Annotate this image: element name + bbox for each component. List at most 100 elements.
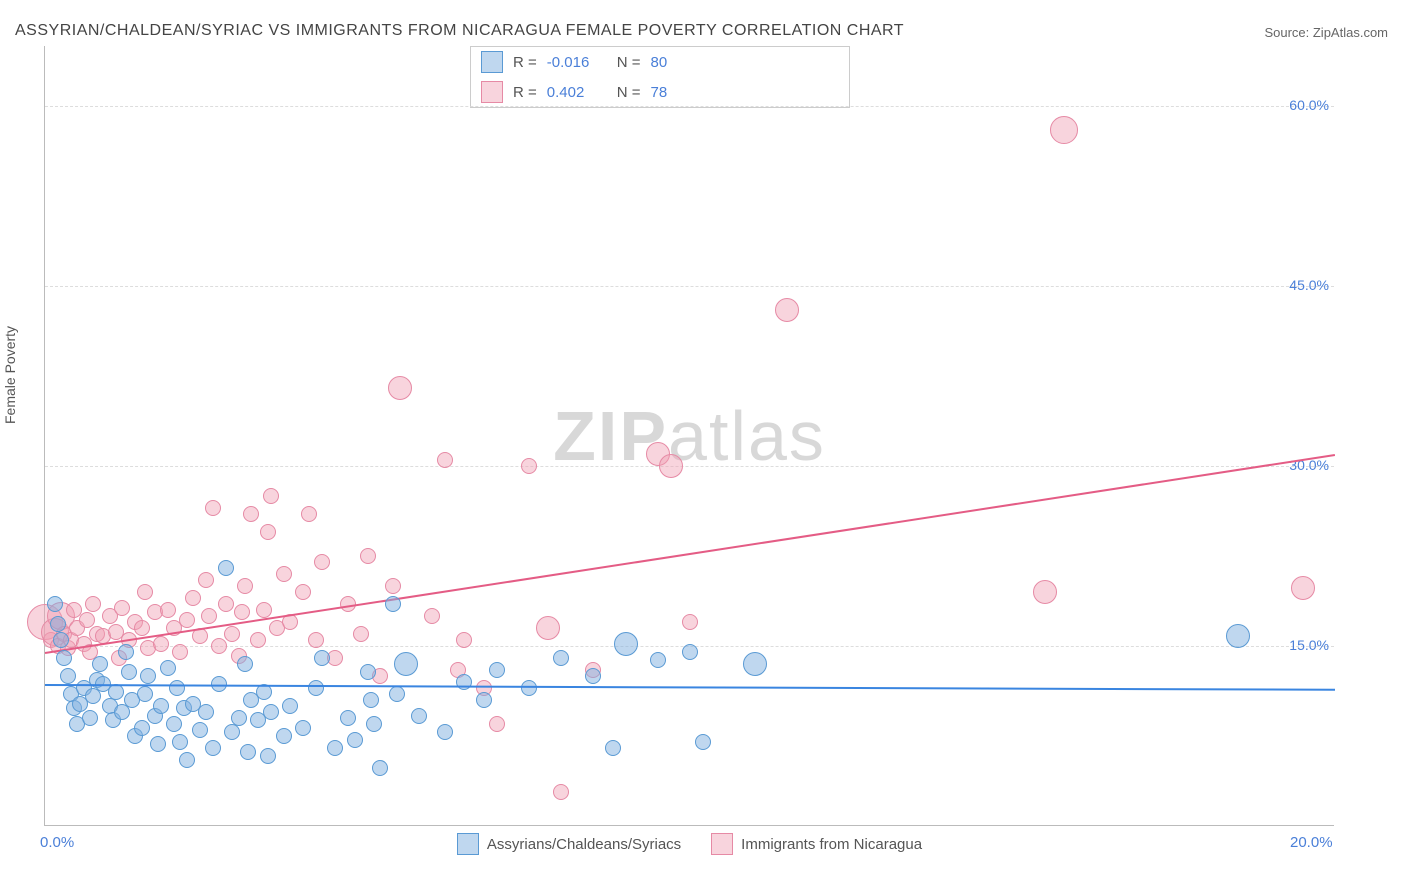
legend-swatch-b [711,833,733,855]
scatter-point [198,704,214,720]
scatter-point [256,602,272,618]
scatter-point [424,608,440,624]
scatter-point [82,710,98,726]
legend-item-a: Assyrians/Chaldeans/Syriacs [457,833,681,855]
scatter-point [347,732,363,748]
scatter-point [137,584,153,600]
gridline [45,466,1334,467]
scatter-point [301,506,317,522]
scatter-point [682,644,698,660]
scatter-point [360,664,376,680]
y-tick-label: 60.0% [1289,97,1329,113]
scatter-point [153,636,169,652]
scatter-point [179,612,195,628]
scatter-point [659,454,683,478]
stats-row-series-a: R = -0.016 N = 80 [471,47,849,77]
watermark-atlas: atlas [668,397,826,475]
scatter-point [476,692,492,708]
scatter-point [521,680,537,696]
scatter-point [695,734,711,750]
source-attribution: Source: ZipAtlas.com [1264,25,1388,40]
scatter-point [388,376,412,400]
gridline [45,286,1334,287]
scatter-point [224,626,240,642]
scatter-point [1033,580,1057,604]
scatter-point [295,720,311,736]
scatter-point [282,698,298,714]
scatter-point [240,744,256,760]
scatter-point [363,692,379,708]
scatter-point [1050,116,1078,144]
x-tick-label: 20.0% [1290,834,1333,851]
y-tick-label: 45.0% [1289,277,1329,293]
stats-label-n: N = [617,54,641,71]
scatter-point [250,632,266,648]
stats-label-n: N = [617,84,641,101]
scatter-point [308,680,324,696]
scatter-point [169,680,185,696]
scatter-point [79,612,95,628]
scatter-point [153,698,169,714]
scatter-point [553,650,569,666]
scatter-point [137,686,153,702]
scatter-point [121,664,137,680]
scatter-point [489,662,505,678]
scatter-point [47,596,63,612]
scatter-point [118,644,134,660]
scatter-point [172,644,188,660]
scatter-point [85,596,101,612]
scatter-point [134,620,150,636]
scatter-point [366,716,382,732]
scatter-point [201,608,217,624]
scatter-point [743,652,767,676]
scatter-point [150,736,166,752]
scatter-point [140,668,156,684]
y-axis-label: Female Poverty [2,326,18,424]
scatter-point [224,724,240,740]
scatter-point [53,632,69,648]
scatter-point [340,710,356,726]
scatter-point [605,740,621,756]
scatter-point [1226,624,1250,648]
scatter-point [456,674,472,690]
scatter-point [237,656,253,672]
scatter-point [360,548,376,564]
scatter-point [314,650,330,666]
stats-value-n-a: 80 [651,54,711,71]
scatter-point [234,604,250,620]
scatter-point [160,660,176,676]
scatter-point [456,632,472,648]
scatter-point [372,760,388,776]
scatter-point [650,652,666,668]
stats-label-r: R = [513,54,537,71]
scatter-point [327,740,343,756]
scatter-point [260,748,276,764]
scatter-point [585,668,601,684]
scatter-point [614,632,638,656]
scatter-point [489,716,505,732]
scatter-point [166,716,182,732]
scatter-point [160,602,176,618]
scatter-plot-area: ZIPatlas R = -0.016 N = 80 R = 0.402 N =… [44,46,1334,826]
scatter-point [536,616,560,640]
scatter-point [211,638,227,654]
scatter-point [775,298,799,322]
scatter-point [682,614,698,630]
scatter-point [92,656,108,672]
scatter-point [263,704,279,720]
scatter-point [260,524,276,540]
stats-value-r-a: -0.016 [547,54,607,71]
scatter-point [437,452,453,468]
gridline [45,106,1334,107]
scatter-point [308,632,324,648]
scatter-point [237,578,253,594]
legend-label-b: Immigrants from Nicaragua [741,836,922,853]
legend-item-b: Immigrants from Nicaragua [711,833,922,855]
scatter-point [192,722,208,738]
scatter-point [276,566,292,582]
scatter-point [553,784,569,800]
scatter-point [134,720,150,736]
scatter-point [1291,576,1315,600]
legend-label-a: Assyrians/Chaldeans/Syriacs [487,836,681,853]
chart-title: ASSYRIAN/CHALDEAN/SYRIAC VS IMMIGRANTS F… [15,22,904,40]
